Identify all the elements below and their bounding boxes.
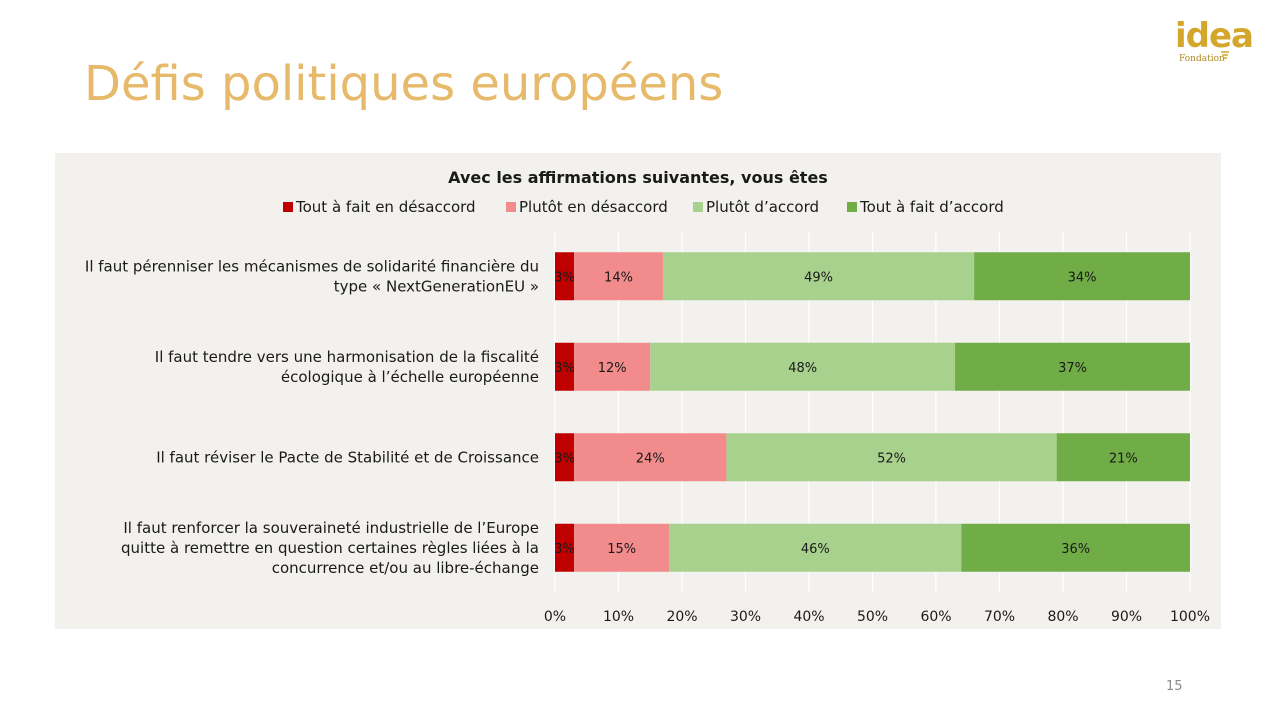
- data-label: 3%: [554, 451, 575, 466]
- data-label: 12%: [598, 361, 627, 376]
- legend-swatch: [283, 202, 293, 212]
- x-tick-label: 20%: [666, 609, 697, 625]
- data-label: 52%: [877, 451, 906, 466]
- category-label: concurrence et/ou au libre-échange: [272, 559, 539, 577]
- legend-label: Tout à fait d’accord: [859, 198, 1004, 216]
- data-label: 37%: [1058, 361, 1087, 376]
- x-tick-label: 100%: [1170, 609, 1210, 625]
- chart-panel: Avec les affirmations suivantes, vous êt…: [55, 153, 1221, 629]
- bar-segment: [1056, 433, 1190, 482]
- bar-segment: [662, 252, 975, 301]
- bar-segment: [555, 433, 575, 482]
- x-tick-label: 70%: [984, 609, 1015, 625]
- bar-segment: [574, 252, 663, 301]
- bar-segment: [574, 523, 670, 572]
- legend-label: Tout à fait en désaccord: [295, 198, 476, 216]
- legend-label: Plutôt en désaccord: [519, 198, 668, 216]
- lightbulb-icon: [1221, 51, 1229, 59]
- x-tick-label: 10%: [603, 609, 634, 625]
- logo-subtitle: Fondation: [1179, 54, 1225, 64]
- data-label: 48%: [788, 361, 817, 376]
- bar-segment: [574, 342, 651, 391]
- idea-fondation-logo: idea Fondation: [1175, 16, 1265, 72]
- category-label: Il faut renforcer la souveraineté indust…: [123, 519, 539, 537]
- data-label: 15%: [607, 542, 636, 557]
- slide-title: Défis politiques européens: [84, 56, 724, 112]
- x-tick-label: 0%: [544, 609, 566, 625]
- bar-segment: [555, 342, 575, 391]
- category-label: Il faut réviser le Pacte de Stabilité et…: [156, 448, 539, 466]
- category-label: quitte à remettre en question certaines …: [121, 539, 539, 557]
- data-label: 14%: [604, 270, 633, 285]
- data-label: 24%: [636, 451, 665, 466]
- bar-segment: [961, 523, 1190, 572]
- bar-segment: [726, 433, 1057, 482]
- chart-title: Avec les affirmations suivantes, vous êt…: [448, 168, 828, 187]
- x-tick-label: 80%: [1047, 609, 1078, 625]
- legend-swatch: [847, 202, 857, 212]
- data-label: 46%: [801, 542, 830, 557]
- bar-segment: [974, 252, 1190, 301]
- data-label: 36%: [1061, 542, 1090, 557]
- stacked-bar-chart: Avec les affirmations suivantes, vous êt…: [85, 168, 1210, 625]
- category-label: Il faut pérenniser les mécanismes de sol…: [85, 257, 539, 275]
- x-tick-label: 90%: [1111, 609, 1142, 625]
- logo-wordmark: idea: [1175, 16, 1254, 56]
- legend-swatch: [506, 202, 516, 212]
- data-label: 3%: [554, 270, 575, 285]
- category-label: type « NextGenerationEU »: [334, 277, 539, 295]
- bar-segment: [555, 252, 575, 301]
- data-label: 3%: [554, 361, 575, 376]
- legend-label: Plutôt d’accord: [706, 198, 819, 216]
- x-tick-label: 50%: [857, 609, 888, 625]
- page-number: 15: [1166, 679, 1183, 694]
- bar-segment: [555, 523, 575, 572]
- x-tick-label: 40%: [793, 609, 824, 625]
- x-tick-label: 30%: [730, 609, 761, 625]
- bar-segment: [650, 342, 956, 391]
- legend-swatch: [693, 202, 703, 212]
- bar-segment: [574, 433, 727, 482]
- data-label: 34%: [1068, 270, 1097, 285]
- data-label: 49%: [804, 270, 833, 285]
- bar-segment: [669, 523, 962, 572]
- category-label: écologique à l’échelle européenne: [281, 368, 539, 386]
- category-label: Il faut tendre vers une harmonisation de…: [155, 348, 539, 366]
- data-label: 21%: [1109, 451, 1138, 466]
- bar-segment: [955, 342, 1190, 391]
- x-tick-label: 60%: [920, 609, 951, 625]
- data-label: 3%: [554, 542, 575, 557]
